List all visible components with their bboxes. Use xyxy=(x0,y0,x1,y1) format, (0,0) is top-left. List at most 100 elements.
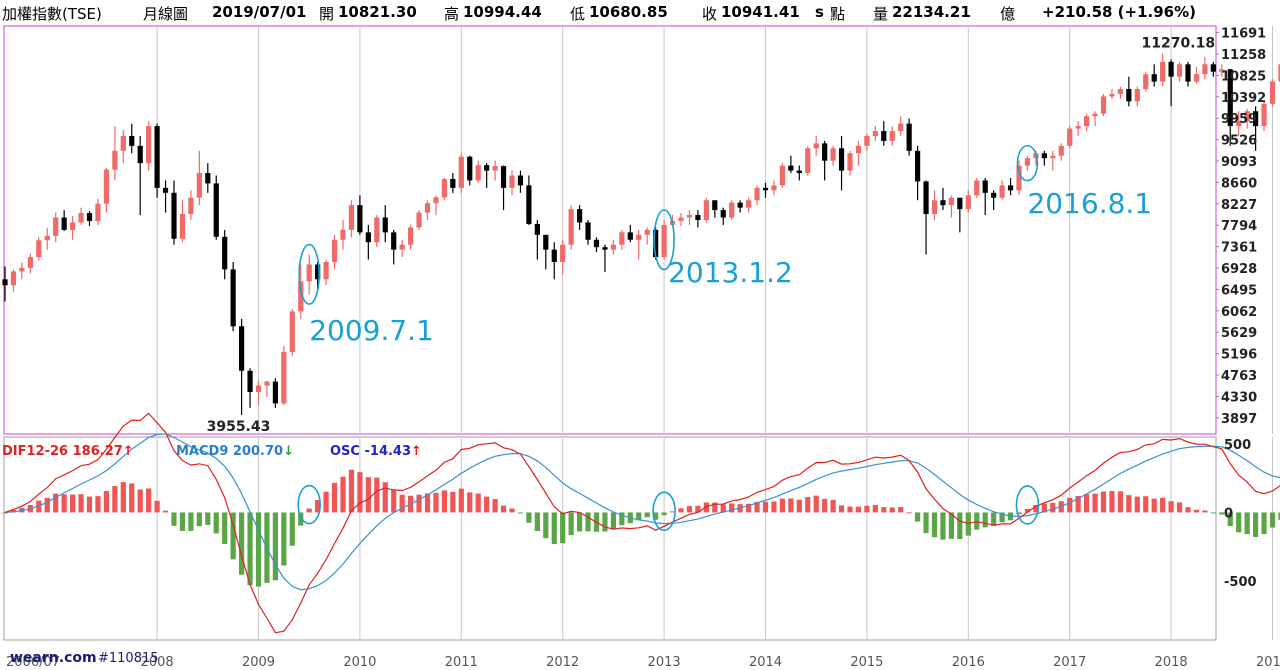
osc-bar xyxy=(577,512,583,532)
osc-bar xyxy=(746,503,752,513)
osc-bar xyxy=(154,500,160,513)
osc-bar xyxy=(1117,491,1123,513)
candle-body xyxy=(306,264,312,282)
osc-bar xyxy=(653,512,659,520)
osc-bar xyxy=(1075,495,1081,513)
osc-bar xyxy=(1278,512,1280,520)
candle-body xyxy=(416,212,422,228)
candle-body xyxy=(162,187,169,193)
osc-bar xyxy=(1227,512,1233,527)
osc-bar xyxy=(644,512,650,518)
osc-bar xyxy=(382,482,388,513)
candle-body xyxy=(1041,153,1047,159)
candle-body xyxy=(382,217,388,233)
close-label: 收 xyxy=(702,5,718,23)
candle-body xyxy=(44,235,50,241)
osc-bar xyxy=(1160,497,1166,513)
osc-bar xyxy=(441,490,447,513)
candle-body xyxy=(509,175,515,188)
candle-body xyxy=(78,213,84,223)
price-y-tick-label: 11691 xyxy=(1221,27,1266,42)
candle-body xyxy=(788,165,794,171)
candle-body xyxy=(348,205,355,230)
candle-body xyxy=(720,210,726,218)
price-y-tick-label: 8227 xyxy=(1221,198,1257,213)
osc-bar xyxy=(1134,496,1140,513)
x-tick-label: 2009 xyxy=(242,655,275,670)
osc-bar xyxy=(602,512,608,532)
index-name: 加權指數(TSE) xyxy=(2,5,102,23)
candle-body xyxy=(103,169,109,204)
osc-bar xyxy=(323,491,329,513)
candle-body xyxy=(568,209,574,245)
osc-bar xyxy=(686,506,693,513)
candle-body xyxy=(391,232,397,250)
candle-body xyxy=(796,170,802,174)
candle-body xyxy=(534,223,540,235)
close-value: 10941.41 xyxy=(721,3,800,21)
candle-body xyxy=(196,173,202,198)
candle-body xyxy=(1193,74,1200,82)
x-tick-label: 2010 xyxy=(343,655,376,670)
candle-body xyxy=(585,222,591,240)
candle-body xyxy=(1236,121,1242,127)
candle-body xyxy=(424,203,431,213)
candle-body xyxy=(1084,116,1090,127)
candle-body xyxy=(1007,185,1014,191)
osc-bar xyxy=(754,501,760,513)
candle-body xyxy=(340,229,346,240)
osc-bar xyxy=(112,485,118,513)
candle-body xyxy=(948,197,954,206)
candle-body xyxy=(120,135,126,151)
low-label: 低 xyxy=(570,5,586,23)
price-panel-frame xyxy=(3,25,1217,435)
osc-bar xyxy=(1033,504,1039,513)
candle-body xyxy=(610,244,616,250)
osc-bar xyxy=(205,512,211,525)
osc-bar xyxy=(1092,493,1098,513)
quote-date: 2019/07/01 xyxy=(212,3,307,21)
osc-bar xyxy=(230,512,236,560)
candle-body xyxy=(830,148,836,161)
osc-bar xyxy=(762,501,769,513)
candle-body xyxy=(754,187,760,201)
macd-legend: MACD9 200.70↓ xyxy=(176,444,294,459)
osc-bar xyxy=(1084,494,1090,513)
candle-body xyxy=(27,257,33,268)
osc-bar xyxy=(315,500,321,513)
candle-body xyxy=(872,131,878,136)
candle-body xyxy=(1253,111,1259,127)
osc-bar xyxy=(788,498,794,513)
candle-body xyxy=(1261,103,1267,127)
candle-body xyxy=(112,150,118,170)
candle-body xyxy=(154,126,160,188)
candle-body xyxy=(560,244,566,263)
candle-body xyxy=(36,240,42,258)
osc-bar xyxy=(171,512,177,526)
candle-body xyxy=(957,197,963,210)
candle-body xyxy=(289,311,295,352)
osc-bar xyxy=(492,499,498,513)
candle-body xyxy=(551,249,557,263)
candle-body xyxy=(1210,64,1216,72)
candle-body xyxy=(408,227,414,245)
osc-bar xyxy=(44,497,50,513)
price-y-tick-label: 11258 xyxy=(1221,48,1266,63)
osc-bar xyxy=(1041,503,1047,513)
price-y-tick-label: 5196 xyxy=(1221,348,1257,363)
candle-body xyxy=(805,148,811,174)
candle-body xyxy=(1168,61,1174,77)
candle-body xyxy=(577,209,583,223)
price-y-tick-label: 8660 xyxy=(1221,176,1257,191)
osc-bar xyxy=(1016,512,1022,515)
osc-bar xyxy=(475,493,481,513)
close-suffix: s xyxy=(815,3,824,21)
chart-frames xyxy=(3,25,1217,641)
osc-bar xyxy=(585,512,591,532)
osc-bar xyxy=(247,512,253,586)
osc-bar xyxy=(95,496,101,513)
osc-bar xyxy=(281,512,287,566)
x-tick-label: 2016 xyxy=(952,655,985,670)
candlestick-series xyxy=(2,53,1280,415)
